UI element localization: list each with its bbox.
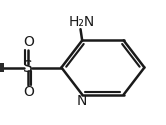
- Text: H₂N: H₂N: [69, 15, 95, 29]
- Text: S: S: [23, 60, 33, 75]
- Text: O: O: [23, 86, 34, 100]
- Text: O: O: [23, 36, 34, 50]
- Text: N: N: [76, 94, 86, 108]
- Bar: [0, 63, 4, 72]
